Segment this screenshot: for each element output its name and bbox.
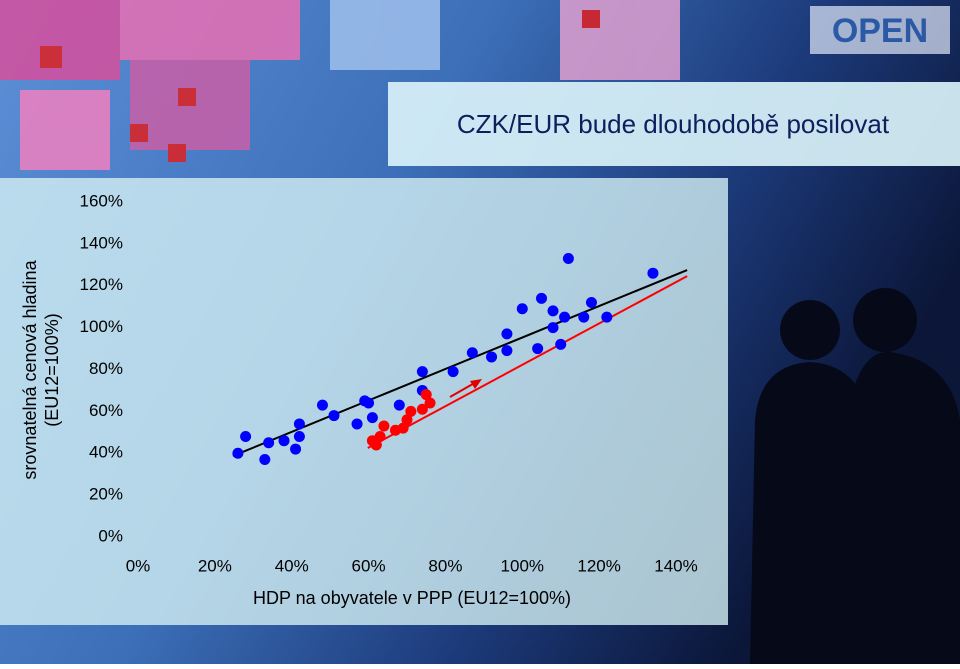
y-axis-label-line: srovnatelná cenová hladina bbox=[20, 259, 40, 479]
data-point bbox=[240, 431, 252, 442]
data-point bbox=[420, 389, 432, 401]
data-point bbox=[532, 343, 544, 355]
data-point bbox=[351, 418, 363, 430]
data-point bbox=[585, 297, 597, 308]
data-point bbox=[647, 267, 659, 279]
y-tick-label: 160% bbox=[80, 191, 123, 210]
data-point bbox=[562, 253, 574, 265]
trend-arrow-head bbox=[470, 379, 482, 389]
data-point bbox=[416, 366, 428, 378]
data-point bbox=[501, 328, 513, 340]
data-point bbox=[466, 347, 478, 359]
x-tick-label: 40% bbox=[275, 556, 309, 575]
x-tick-label: 100% bbox=[501, 556, 544, 575]
data-point bbox=[374, 431, 386, 442]
data-point bbox=[232, 447, 244, 459]
plot: 0% 20% 40% 60% 80% 100% 120% 140% 160% 0% 20% 40% 60… bbox=[80, 191, 698, 575]
data-point bbox=[405, 405, 417, 417]
silhouettes bbox=[750, 288, 960, 664]
data-point bbox=[559, 311, 571, 323]
data-point bbox=[555, 338, 567, 350]
data-point bbox=[424, 397, 436, 409]
data-point bbox=[366, 412, 378, 424]
y-axis-label-line: (EU12=100%) bbox=[42, 313, 62, 427]
data-point bbox=[397, 422, 409, 434]
x-tick-label: 120% bbox=[577, 556, 620, 575]
data-point bbox=[447, 366, 459, 378]
chart-title: CZK/EUR bude dlouhodobě posilovat bbox=[457, 109, 890, 139]
trend-line bbox=[367, 275, 688, 449]
y-tick-label: 140% bbox=[80, 233, 123, 252]
data-point bbox=[290, 443, 302, 455]
data-point bbox=[547, 322, 559, 334]
data-point bbox=[293, 418, 305, 430]
y-axis-label: srovnatelná cenová hladina (EU12=100%) bbox=[20, 259, 62, 479]
data-point bbox=[263, 437, 275, 449]
x-tick-label: 60% bbox=[352, 556, 386, 575]
data-point bbox=[416, 403, 428, 415]
data-point bbox=[536, 292, 547, 304]
data-point bbox=[393, 399, 405, 411]
data-point bbox=[370, 439, 382, 451]
data-point bbox=[316, 399, 328, 411]
data-point bbox=[516, 303, 528, 315]
trend-line bbox=[232, 269, 688, 457]
data-point bbox=[401, 414, 413, 426]
map-decoration: OPEN bbox=[0, 0, 950, 170]
data-point bbox=[293, 431, 305, 442]
y-tick-label: 0% bbox=[98, 526, 123, 545]
x-tick-label: 0% bbox=[126, 556, 151, 575]
data-point bbox=[601, 311, 613, 323]
data-point bbox=[363, 397, 375, 409]
y-tick-label: 100% bbox=[80, 317, 123, 336]
x-tick-label: 20% bbox=[198, 556, 232, 575]
title-box bbox=[388, 82, 960, 166]
data-point bbox=[486, 351, 498, 363]
x-tick-label: 80% bbox=[428, 556, 462, 575]
y-tick-label: 80% bbox=[89, 359, 123, 378]
x-tick-label: 140% bbox=[654, 556, 697, 575]
y-tick-label: 60% bbox=[89, 401, 123, 420]
data-point bbox=[328, 410, 340, 422]
data-point bbox=[547, 305, 559, 317]
data-point bbox=[501, 345, 513, 357]
svg-text:OPEN: OPEN bbox=[832, 12, 928, 50]
y-tick-label: 40% bbox=[89, 443, 123, 462]
x-axis-label: HDP na obyvatele v PPP (EU12=100%) bbox=[253, 588, 571, 608]
data-point bbox=[378, 420, 390, 432]
data-point bbox=[578, 311, 590, 323]
data-point bbox=[278, 435, 290, 447]
y-tick-label: 20% bbox=[89, 485, 123, 504]
y-tick-label: 120% bbox=[80, 275, 123, 294]
data-point bbox=[259, 454, 271, 466]
